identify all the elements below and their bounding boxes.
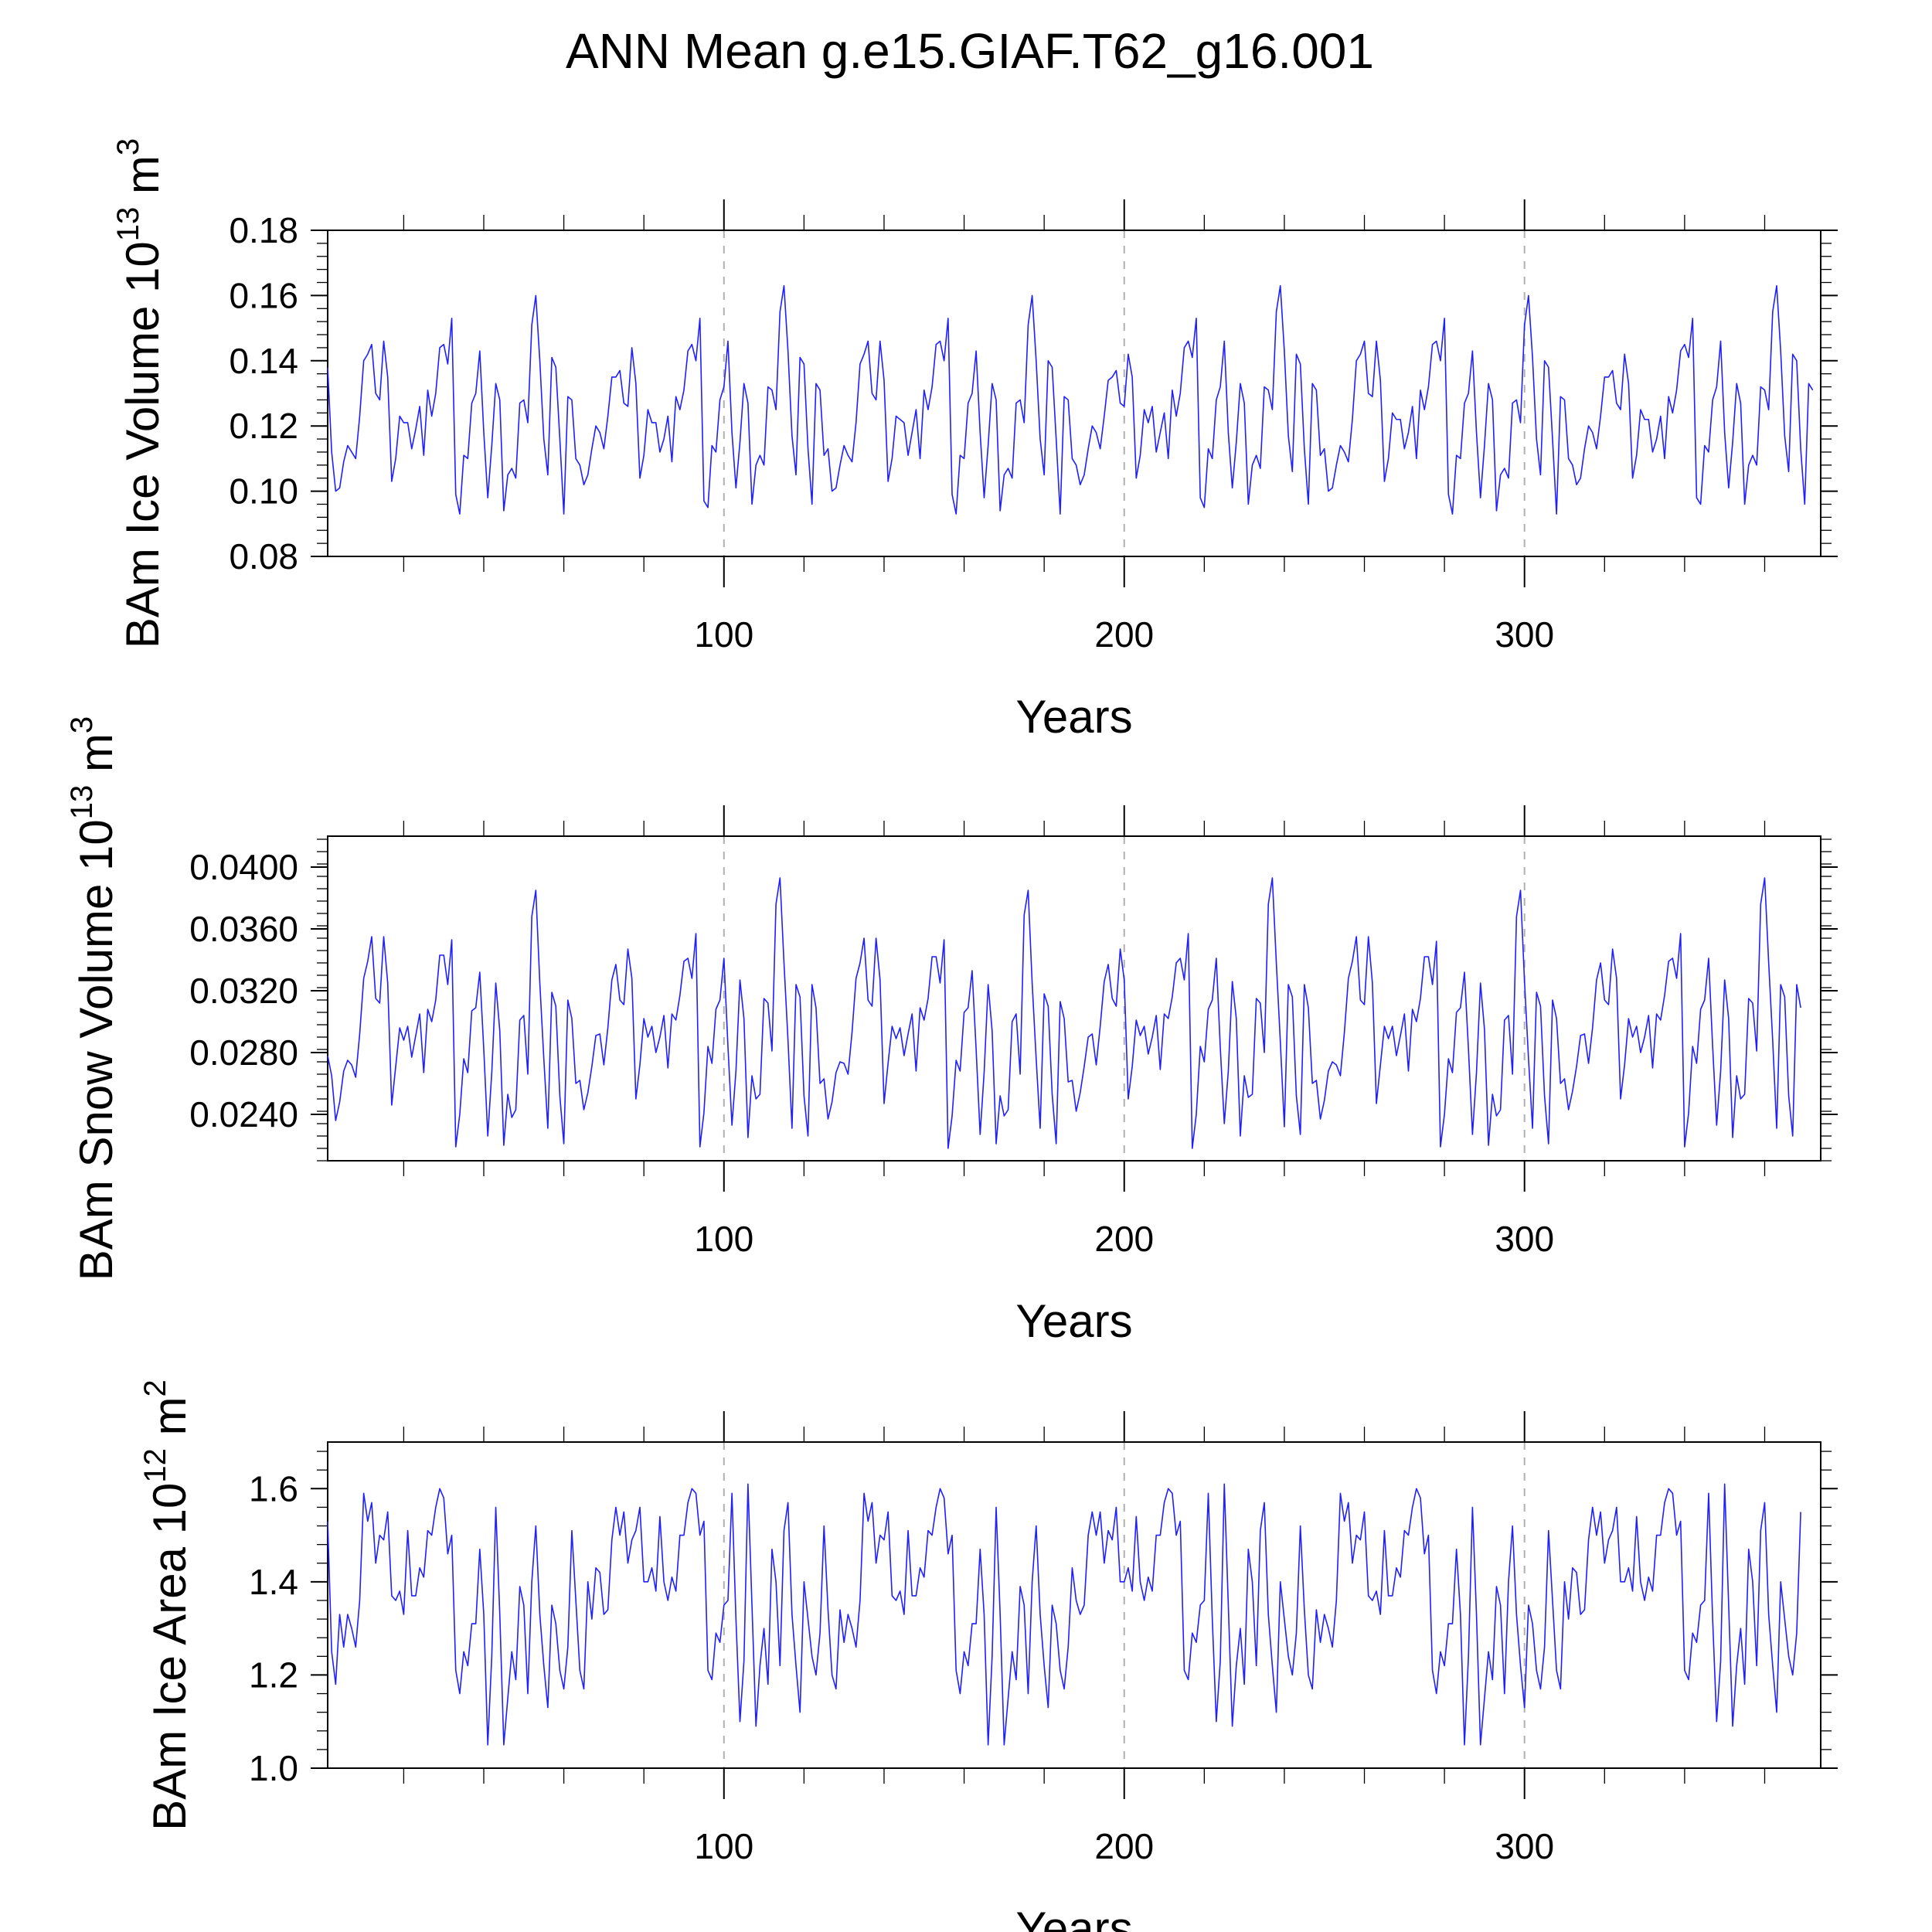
- y-axis-title-unit-exponent: 2: [138, 1379, 172, 1396]
- y-tick-label: 1.0: [249, 1748, 298, 1788]
- y-tick-label: 0.0240: [189, 1094, 298, 1134]
- x-tick-label: 300: [1495, 1826, 1554, 1866]
- plot-frame: [327, 1441, 1821, 1769]
- x-tick-label: 200: [1094, 1219, 1154, 1259]
- y-axis-title-main: BAm Ice Volume 10: [117, 241, 168, 648]
- x-axis-title: Years: [1015, 1903, 1132, 1932]
- y-axis-title-unit: m: [144, 1396, 196, 1448]
- y-axis-title-exponent: 13: [111, 207, 145, 242]
- x-tick-label: 200: [1094, 614, 1154, 655]
- x-axis-title: Years: [1015, 1295, 1132, 1347]
- y-tick-label: 0.16: [229, 275, 298, 315]
- chart-panel-2: 100 200 300 0.0240 0.0280 0.0320 0.0360 0.0400 Y…: [65, 716, 1838, 1347]
- series-line: [327, 284, 1814, 515]
- chart-panel-1: 100 200 300 0.08 0.10 0.12 0.14 0.16 0.18 Years BA…: [111, 138, 1838, 743]
- x-axis-title: Years: [1015, 691, 1132, 743]
- y-axis-title: BAm Ice Area 1012 m2: [138, 1379, 196, 1831]
- plot-frame: [327, 835, 1821, 1162]
- y-axis-title-unit-exponent: 3: [111, 138, 145, 155]
- y-tick-label: 0.12: [229, 406, 298, 446]
- y-axis-title-main: BAm Snow Volume 10: [70, 819, 122, 1281]
- x-tick-label: 300: [1495, 614, 1554, 655]
- series-line: [327, 877, 1801, 1149]
- y-axis-title: BAm Ice Volume 1013 m3: [111, 138, 168, 648]
- y-tick-label: 1.6: [249, 1468, 298, 1509]
- y-tick-label: 0.08: [229, 536, 298, 577]
- x-tick-label: 100: [694, 1826, 753, 1866]
- plot-frame: [327, 230, 1821, 557]
- x-tick-label: 100: [694, 614, 753, 655]
- y-axis-title-exponent: 13: [65, 785, 99, 820]
- y-axis-title-unit: m: [70, 733, 122, 785]
- y-axis-title-main: BAm Ice Area 10: [144, 1483, 196, 1831]
- y-tick-label: 0.14: [229, 341, 298, 381]
- y-axis-title: BAm Snow Volume 1013 m3: [65, 716, 122, 1281]
- y-axis-title-unit-exponent: 3: [65, 716, 99, 733]
- x-tick-label: 300: [1495, 1219, 1554, 1259]
- y-tick-label: 0.18: [229, 210, 298, 250]
- y-tick-label: 0.10: [229, 471, 298, 512]
- chart-panel-3: 100 200 300 1.0 1.2 1.4 1.6 Years BAm Ice Area 1…: [138, 1379, 1838, 1932]
- y-tick-label: 0.0280: [189, 1032, 298, 1073]
- series-line: [327, 1483, 1801, 1746]
- x-tick-label: 100: [694, 1219, 753, 1259]
- y-tick-label: 1.2: [249, 1655, 298, 1695]
- y-tick-label: 0.0400: [189, 847, 298, 887]
- y-tick-label: 1.4: [249, 1562, 298, 1602]
- panels: 100 200 300 0.08 0.10 0.12 0.14 0.16 0.18 Years BA…: [65, 138, 1838, 1932]
- y-axis-title-unit: m: [117, 155, 168, 207]
- figure-title: ANN Mean g.e15.GIAF.T62_g16.001: [566, 23, 1374, 79]
- y-tick-label: 0.0320: [189, 971, 298, 1011]
- y-tick-label: 0.0360: [189, 909, 298, 949]
- y-axis-title-exponent: 12: [138, 1448, 172, 1483]
- x-tick-label: 200: [1094, 1826, 1154, 1866]
